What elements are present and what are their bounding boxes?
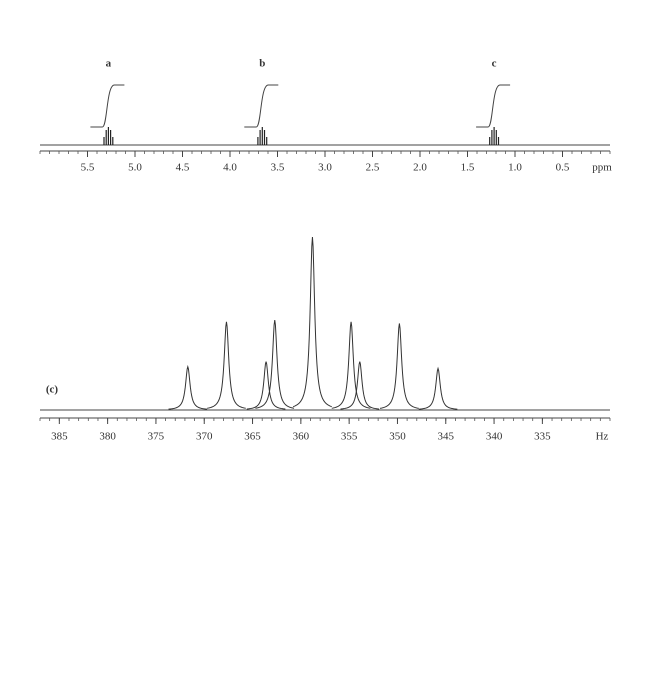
peak [331,321,371,409]
panel-label: (c) [46,384,59,396]
integral-curve [244,84,279,128]
integral-curve [90,84,125,128]
x-tick-label: 370 [196,431,213,443]
peak [246,361,286,410]
x-tick-label: 4.0 [223,162,237,174]
multiplet [103,127,114,145]
x-tick-label: 2.0 [413,162,427,174]
peak [340,361,380,410]
x-tick-label: 2.5 [366,162,380,174]
peak-label: c [492,58,497,70]
x-tick-label: 0.5 [556,162,570,174]
x-tick-label: 5.0 [128,162,142,174]
x-tick-label: 360 [293,431,310,443]
x-tick-label: 375 [148,431,165,443]
x-axis-unit: Hz [596,431,609,443]
peak [255,319,295,409]
x-tick-label: 380 [99,431,116,443]
x-tick-label: 4.5 [176,162,190,174]
x-tick-label: 345 [438,431,455,443]
x-axis-unit: ppm [592,162,612,174]
peak [418,366,458,410]
peak [168,364,208,410]
peak [379,323,419,409]
peak-label: a [106,58,112,70]
x-tick-label: 340 [486,431,503,443]
peak [207,321,246,409]
peak-label: b [259,58,265,70]
x-tick-label: 3.0 [318,162,332,174]
x-tick-label: 1.5 [461,162,475,174]
x-tick-label: 3.5 [271,162,285,174]
multiplet [257,127,268,145]
x-tick-label: 5.5 [81,162,95,174]
x-tick-label: 365 [244,431,261,443]
x-tick-label: 350 [389,431,406,443]
x-tick-label: 1.0 [508,162,522,174]
integral-curve [476,84,511,128]
x-tick-label: 335 [534,431,551,443]
peak [292,236,332,408]
x-tick-label: 385 [51,431,68,443]
multiplet [489,127,500,145]
x-tick-label: 355 [341,431,358,443]
